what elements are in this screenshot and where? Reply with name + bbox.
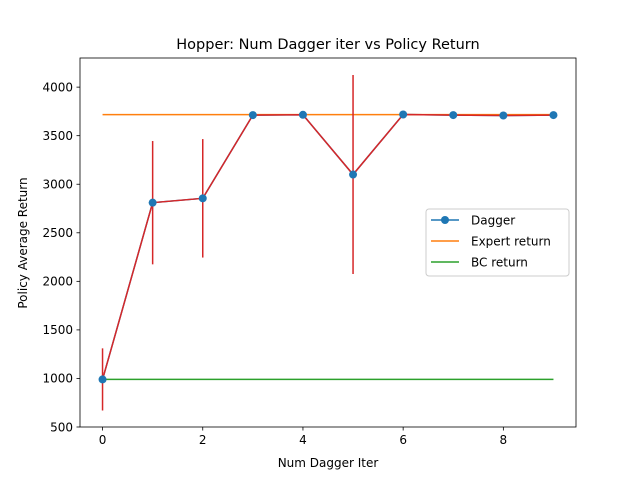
y-axis-label: Policy Average Return	[16, 177, 30, 308]
dagger-point	[499, 111, 508, 120]
dagger-point	[198, 194, 207, 203]
legend: Dagger Expert return BC return	[425, 208, 570, 277]
y-tick-label: 500	[50, 420, 73, 434]
y-tick-label: 4000	[42, 80, 73, 94]
dagger-point	[449, 111, 458, 120]
dagger-point	[98, 375, 107, 384]
x-tick-label: 4	[299, 433, 307, 447]
legend-frame	[425, 208, 570, 277]
y-ticks: 500 1000 1500 2000 2500 3000 3500 4000	[42, 80, 80, 434]
dagger-point	[399, 110, 408, 119]
dagger-errorbar-line	[101, 113, 554, 380]
x-ticks: 0 2 4 6 8	[99, 427, 507, 447]
chart-title: Hopper: Num Dagger iter vs Policy Return	[176, 37, 479, 53]
y-tick-label: 3500	[42, 129, 73, 143]
legend-label-dagger: Dagger	[471, 213, 515, 227]
x-tick-label: 0	[99, 433, 107, 447]
legend-label-bc-return: BC return	[471, 255, 528, 269]
x-tick-label: 6	[399, 433, 407, 447]
legend-items: Dagger Expert return BC return	[431, 213, 551, 269]
dagger-point	[549, 111, 558, 120]
dagger-point	[248, 111, 257, 120]
dagger-point	[298, 110, 307, 119]
x-tick-label: 2	[199, 433, 207, 447]
y-tick-label: 3000	[42, 178, 73, 192]
markers-layer	[98, 110, 558, 384]
plot-frame	[79, 57, 577, 428]
legend-marker-dagger	[441, 216, 449, 224]
y-tick-label: 1500	[42, 323, 73, 337]
legend-label-expert-return: Expert return	[471, 234, 551, 248]
y-tick-label: 2500	[42, 226, 73, 240]
y-tick-label: 2000	[42, 275, 73, 289]
dagger-point	[148, 198, 157, 207]
x-tick-label: 8	[500, 433, 508, 447]
y-tick-label: 1000	[42, 372, 73, 386]
x-axis-label: Num Dagger Iter	[278, 456, 379, 470]
dagger-point	[349, 170, 358, 179]
